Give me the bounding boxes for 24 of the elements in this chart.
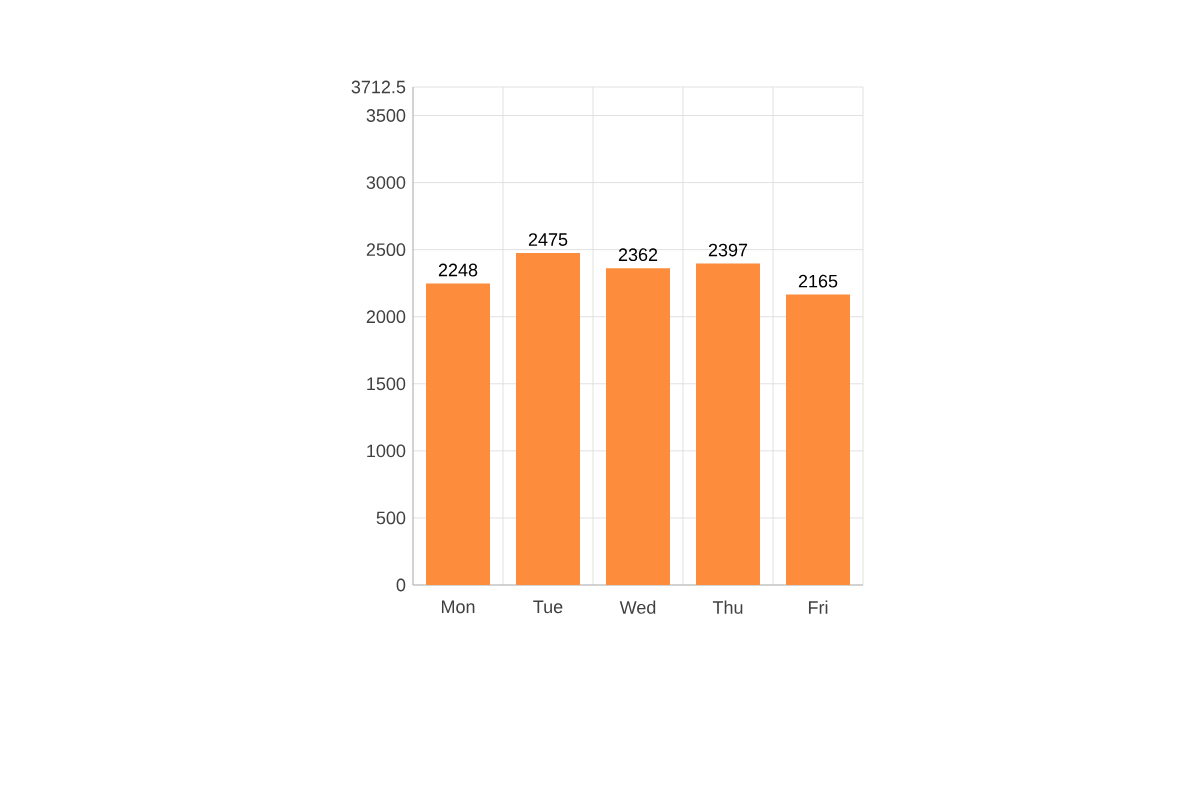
y-tick-label: 1000 <box>367 444 406 458</box>
y-tick-label: 500 <box>376 511 406 525</box>
data-label: 2248 <box>438 263 478 277</box>
y-tick-label: 0 <box>396 578 406 592</box>
x-tick-label: Tue <box>533 600 563 614</box>
y-tick-label: 2500 <box>366 243 406 257</box>
data-label: 2165 <box>798 274 838 288</box>
bar <box>426 283 490 585</box>
x-tick-label: Thu <box>712 600 743 614</box>
data-label: 2362 <box>618 248 658 262</box>
x-tick-label: Fri <box>808 600 828 614</box>
x-tick-label: Mon <box>441 600 475 614</box>
bar <box>516 253 580 585</box>
bar <box>696 263 760 585</box>
data-label: 2397 <box>708 243 748 257</box>
x-tick-label: Wed <box>619 600 656 614</box>
data-label: 2475 <box>528 233 568 246</box>
y-tick-label: 3000 <box>366 176 406 189</box>
y-tick-label: 3500 <box>366 109 406 122</box>
bar <box>786 294 851 585</box>
bar <box>606 268 670 585</box>
y-tick-label: 3712.5 <box>351 80 406 94</box>
y-tick-label: 1500 <box>367 377 406 391</box>
y-tick-label: 2000 <box>366 310 406 324</box>
